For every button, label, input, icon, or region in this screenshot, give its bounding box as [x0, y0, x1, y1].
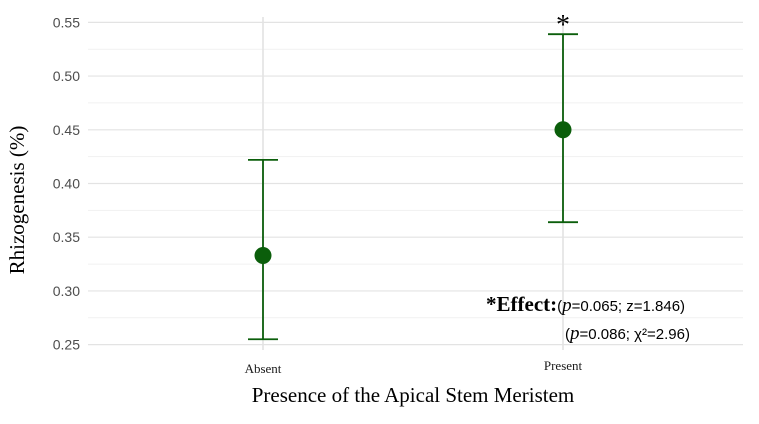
- effect-annotation-line2: (p=0.086; χ²=2.96): [565, 323, 690, 344]
- data-point: [254, 246, 272, 264]
- error-bar-group: [548, 33, 578, 224]
- x-tick-label: Present: [544, 358, 583, 373]
- y-tick-label: 0.55: [53, 14, 80, 30]
- y-tick-label: 0.25: [53, 337, 80, 353]
- y-axis-title: Rhizogenesis (%): [5, 126, 29, 275]
- y-tick-label: 0.40: [53, 176, 80, 192]
- y-tick-label: 0.45: [53, 122, 80, 138]
- significance-marker: *: [556, 10, 570, 41]
- effect-stats-1: =0.065; z=1.846): [572, 298, 685, 315]
- effect-annotation-line1: *Effect:(p=0.065; z=1.846): [486, 292, 685, 316]
- data-marks: [248, 33, 578, 341]
- x-axis-ticks: Absent Present: [245, 358, 583, 376]
- y-axis-ticks: 0.25 0.30 0.35 0.40 0.45 0.50 0.55: [53, 14, 80, 352]
- effect-label: *Effect:: [486, 292, 557, 316]
- effect-stats-2: =0.086; χ²=2.96): [580, 326, 690, 343]
- error-bar-group: [248, 158, 278, 341]
- x-tick-label: Absent: [245, 361, 282, 376]
- y-tick-label: 0.30: [53, 283, 80, 299]
- data-point: [554, 121, 572, 139]
- x-axis-title: Presence of the Apical Stem Meristem: [252, 383, 575, 407]
- y-tick-label: 0.35: [53, 229, 80, 245]
- effect-p-symbol-1: p: [560, 295, 572, 316]
- y-tick-label: 0.50: [53, 68, 80, 84]
- effect-p-symbol-2: p: [568, 323, 580, 344]
